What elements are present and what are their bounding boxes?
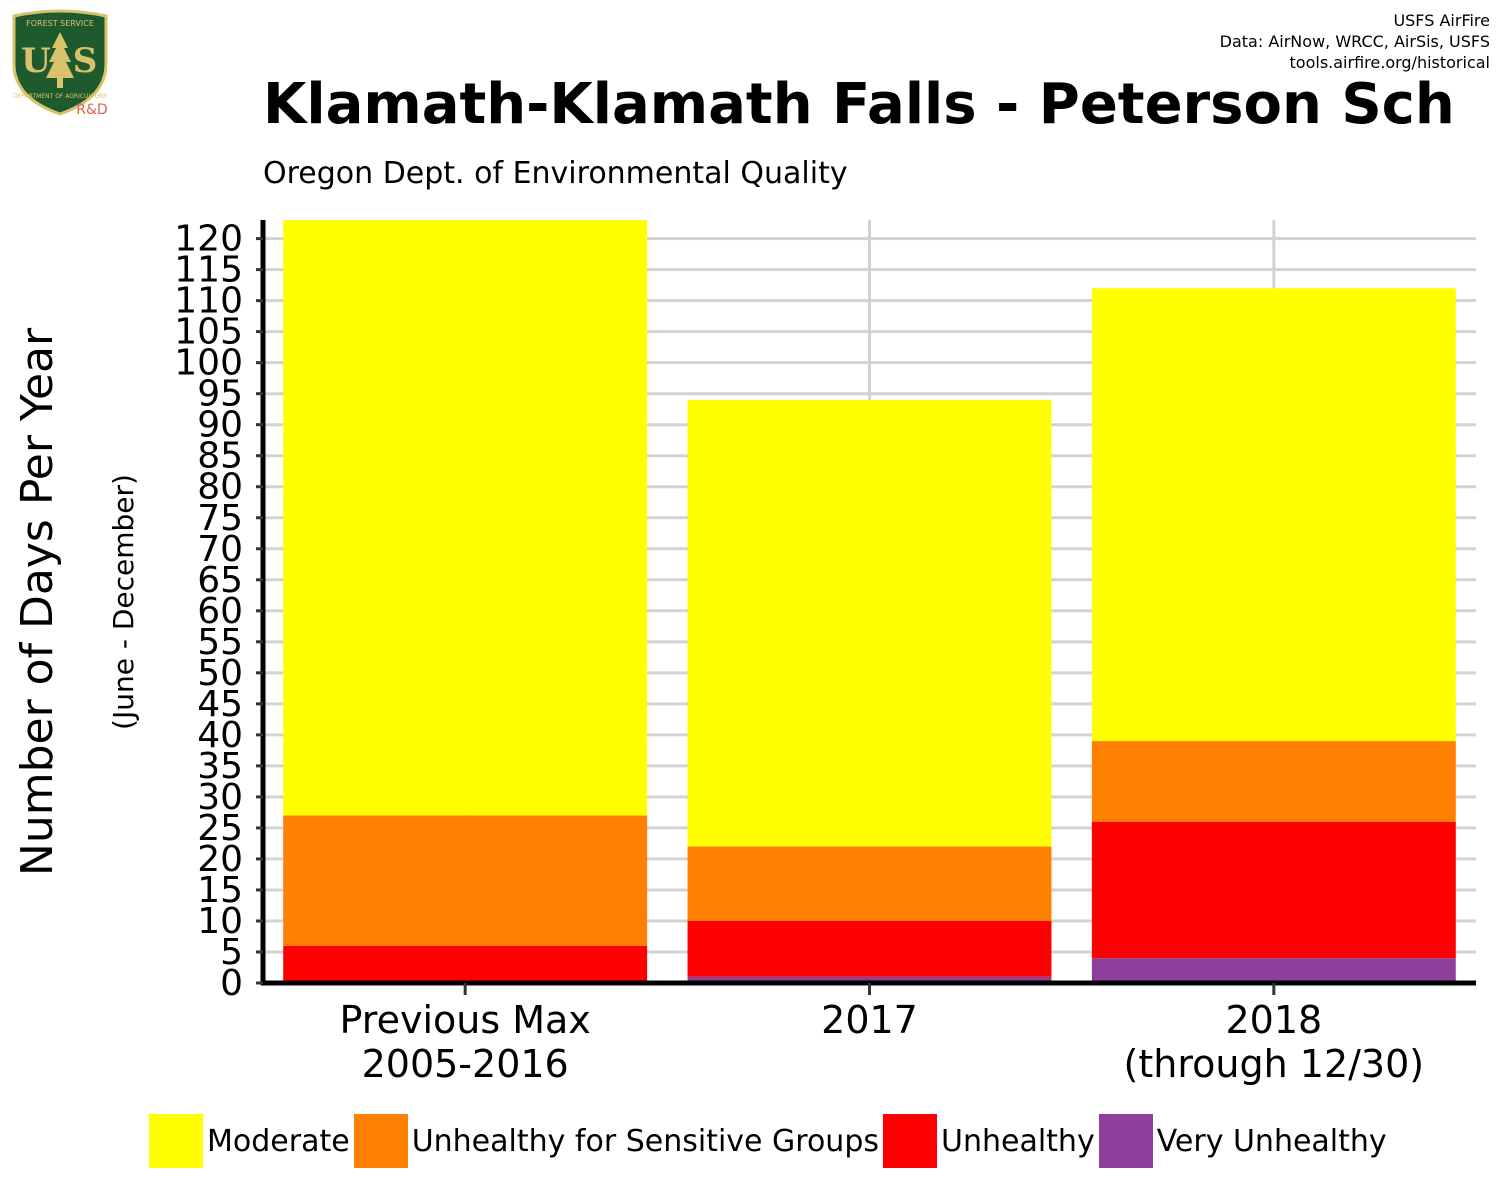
legend-swatch bbox=[149, 1114, 203, 1168]
bar-unhealthy-for-sensitive-groups bbox=[1091, 741, 1456, 822]
y-axis-label: Number of Days Per Year bbox=[12, 327, 63, 876]
logo-tag: R&D bbox=[76, 102, 107, 118]
y-tick-label: 70 bbox=[197, 529, 243, 570]
credits: USFS AirFire Data: AirNow, WRCC, AirSis,… bbox=[1220, 10, 1490, 73]
bar-moderate bbox=[1091, 288, 1456, 742]
y-axis-sublabel: (June - December) bbox=[107, 474, 140, 730]
y-tick-label: 20 bbox=[197, 839, 243, 880]
usfs-logo: FOREST SERVICE U S DEPARTMENT OF AGRICUL… bbox=[12, 9, 108, 118]
y-tick-label: 55 bbox=[197, 622, 243, 663]
bar-very-unhealthy bbox=[687, 976, 1052, 983]
x-tick-label: 2005-2016 bbox=[362, 1042, 569, 1086]
legend-label: Moderate bbox=[207, 1123, 350, 1159]
y-tick-label: 95 bbox=[197, 374, 243, 415]
bar-moderate bbox=[687, 399, 1052, 847]
legend-label: Unhealthy bbox=[941, 1123, 1095, 1159]
y-tick-label: 90 bbox=[197, 405, 243, 446]
y-tick-label: 110 bbox=[174, 281, 243, 322]
y-tick-label: 25 bbox=[197, 808, 243, 849]
legend-swatch bbox=[353, 1114, 408, 1168]
y-tick-label: 40 bbox=[197, 715, 243, 756]
logo-top-text: FOREST SERVICE bbox=[26, 19, 94, 28]
y-tick-label: 80 bbox=[197, 467, 243, 508]
legend-swatch bbox=[1098, 1114, 1153, 1168]
y-tick-label: 60 bbox=[197, 591, 243, 632]
y-tick-label: 115 bbox=[174, 250, 243, 291]
y-tick-label: 75 bbox=[197, 498, 243, 539]
legend-item: Moderate bbox=[149, 1114, 354, 1168]
legend-label: Very Unhealthy bbox=[1156, 1123, 1387, 1159]
y-tick-label: 100 bbox=[174, 343, 243, 384]
logo-letter-s: S bbox=[73, 41, 98, 81]
bar-unhealthy bbox=[283, 945, 648, 983]
y-tick-label: 45 bbox=[197, 684, 243, 725]
credit-line-2: Data: AirNow, WRCC, AirSis, USFS bbox=[1219, 32, 1490, 51]
legend-swatch bbox=[883, 1114, 937, 1168]
bar-unhealthy bbox=[687, 920, 1052, 977]
y-tick-label: 10 bbox=[197, 901, 243, 942]
credit-line-1: USFS AirFire bbox=[1393, 11, 1490, 30]
legend-label: Unhealthy for Sensitive Groups bbox=[411, 1123, 879, 1159]
x-tick-label: Previous Max bbox=[340, 998, 591, 1042]
y-tick-label: 30 bbox=[197, 777, 243, 818]
y-tick-label: 15 bbox=[197, 870, 243, 911]
y-tick-label: 35 bbox=[197, 746, 243, 787]
legend: Moderate Unhealthy for Sensitive Groups Un… bbox=[149, 1114, 1391, 1168]
bar-moderate bbox=[283, 220, 648, 816]
chart-subtitle: Oregon Dept. of Environmental Quality bbox=[263, 156, 848, 191]
bar-unhealthy-for-sensitive-groups bbox=[283, 815, 648, 946]
tree-icon bbox=[46, 32, 74, 88]
bar-very-unhealthy bbox=[1091, 958, 1456, 983]
x-tick-label: (through 12/30) bbox=[1124, 1042, 1425, 1086]
y-tick-label: 85 bbox=[197, 436, 243, 477]
bar-unhealthy-for-sensitive-groups bbox=[687, 846, 1052, 921]
y-tick-label: 105 bbox=[174, 312, 243, 353]
bar-unhealthy bbox=[1091, 821, 1456, 959]
logo-letter-u: U bbox=[21, 41, 51, 81]
y-tick-label: 5 bbox=[220, 932, 243, 973]
x-tick-label: 2018 bbox=[1225, 998, 1322, 1042]
y-tick-label: 0 bbox=[220, 963, 243, 1004]
legend-item: Unhealthy bbox=[883, 1114, 1099, 1168]
y-tick-label: 50 bbox=[197, 653, 243, 694]
y-tick-label: 120 bbox=[174, 219, 243, 260]
legend-item: Very Unhealthy bbox=[1098, 1114, 1391, 1168]
chart-title: Klamath-Klamath Falls - Peterson Sch bbox=[263, 72, 1455, 137]
legend-item: Unhealthy for Sensitive Groups bbox=[353, 1114, 883, 1168]
y-tick-label: 65 bbox=[197, 560, 243, 601]
credit-line-3: tools.airfire.org/historical bbox=[1289, 53, 1490, 72]
logo-bottom-text: DEPARTMENT OF AGRICULTURE bbox=[13, 93, 107, 100]
x-tick-label: 2017 bbox=[821, 998, 918, 1042]
